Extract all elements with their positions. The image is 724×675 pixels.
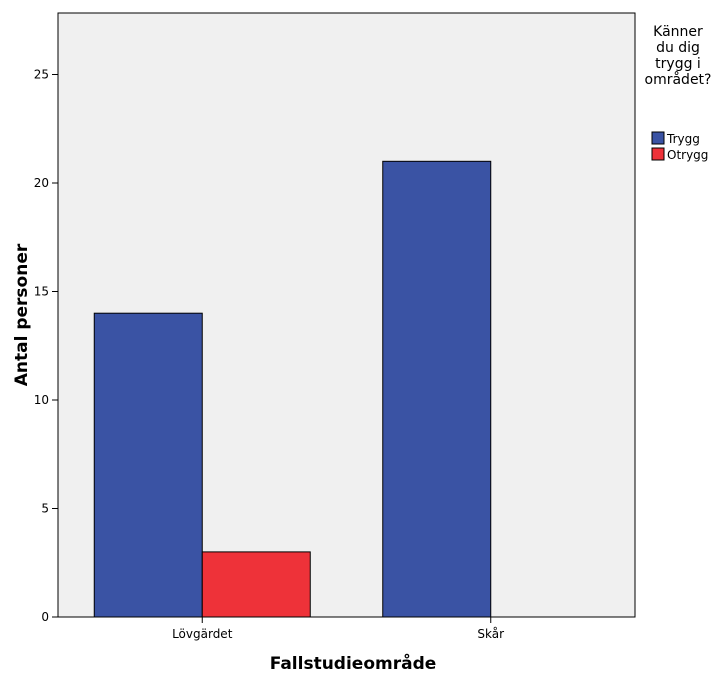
legend-label-otrygg: Otrygg [667,148,708,162]
y-tick-label: 15 [34,285,49,299]
y-tick-label: 10 [34,393,49,407]
legend-title-line-2: du dig [656,40,700,56]
legend: Känner du dig trygg i området? Trygg Otr… [645,24,712,162]
y-tick-label: 25 [34,68,49,82]
bar-trygg-1 [382,160,492,618]
legend-title-line-4: området? [645,71,712,88]
x-axis-ticks: Lövgärdet Skår [172,617,504,641]
bars-group [93,160,492,618]
bar-otrygg-0 [201,551,311,618]
x-tick-label: Lövgärdet [172,627,233,641]
y-axis-ticks: 0 5 10 15 20 25 [34,68,58,624]
y-tick-label: 5 [41,502,49,516]
legend-swatch-trygg [651,131,665,145]
y-tick-label: 20 [34,176,49,190]
x-tick-label: Skår [477,627,504,641]
legend-label-trygg: Trygg [666,132,700,146]
x-axis-title: Fallstudieområde [270,652,437,674]
bar-trygg-0 [93,312,203,618]
legend-title-line-3: trygg i [655,56,701,72]
legend-title-line-1: Känner [653,24,703,40]
legend-swatch-otrygg [651,147,665,161]
y-tick-label: 0 [41,610,49,624]
y-axis-title: Antal personer [12,243,32,386]
